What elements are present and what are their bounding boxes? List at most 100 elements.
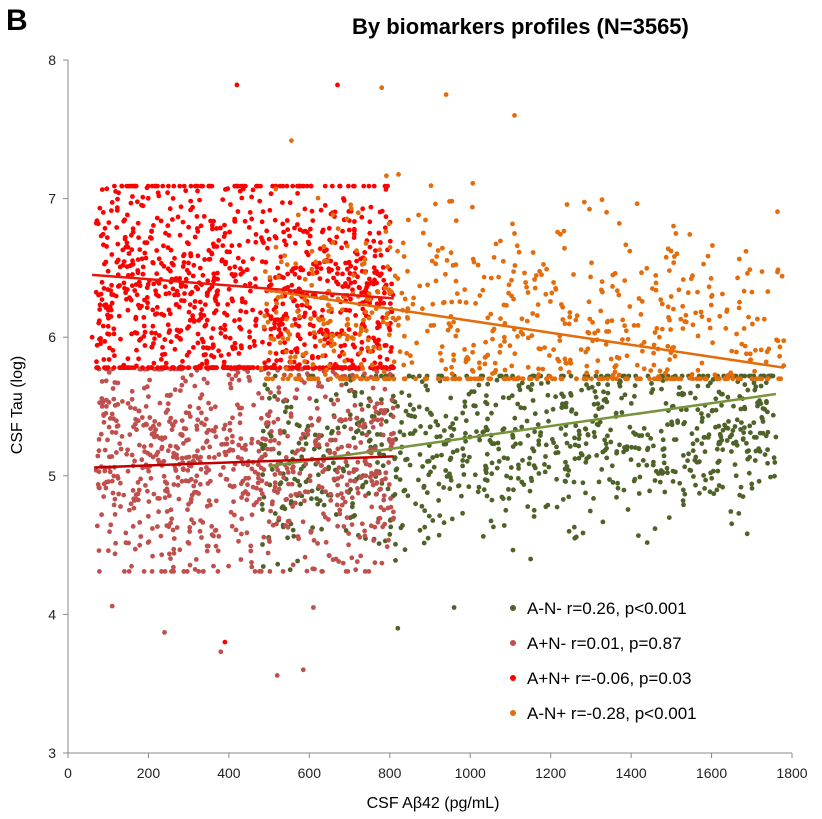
data-point — [180, 219, 186, 225]
data-point — [749, 376, 755, 382]
data-point — [138, 534, 144, 539]
data-point — [686, 451, 691, 457]
data-point — [425, 328, 430, 334]
data-point — [564, 440, 570, 446]
data-point — [132, 546, 138, 552]
data-point — [304, 301, 310, 307]
data-point — [312, 334, 318, 340]
data-point — [343, 417, 348, 423]
data-point — [553, 287, 559, 292]
data-point — [531, 514, 537, 519]
legend-marker — [510, 640, 516, 646]
data-point — [101, 494, 107, 499]
data-point — [232, 340, 238, 346]
data-point — [475, 411, 480, 416]
data-point — [312, 376, 318, 382]
data-point — [290, 469, 296, 475]
data-point — [238, 308, 244, 314]
data-point — [539, 272, 544, 278]
data-point — [108, 314, 114, 319]
data-point — [95, 482, 101, 487]
data-point — [325, 278, 330, 284]
data-point — [644, 540, 650, 545]
data-point — [297, 471, 303, 476]
data-point — [186, 309, 192, 315]
data-point — [288, 355, 293, 360]
data-point — [573, 423, 579, 429]
data-point — [247, 344, 253, 350]
data-point — [314, 398, 319, 404]
data-point — [774, 337, 779, 343]
data-point — [309, 266, 315, 272]
data-point — [197, 197, 203, 203]
data-point — [358, 553, 364, 559]
data-point — [727, 434, 733, 440]
data-point — [299, 302, 305, 308]
data-point — [140, 203, 146, 209]
data-point — [161, 312, 167, 318]
data-point — [194, 423, 200, 429]
data-point — [155, 524, 160, 529]
data-point — [114, 450, 119, 455]
data-point — [623, 328, 629, 334]
data-point — [266, 357, 271, 363]
data-point — [165, 489, 170, 494]
data-point — [506, 496, 512, 501]
data-point — [317, 276, 323, 282]
data-point — [345, 443, 351, 449]
data-point — [126, 251, 132, 256]
data-point — [284, 262, 290, 267]
data-point — [109, 603, 115, 609]
data-point — [145, 488, 150, 494]
data-point — [187, 302, 193, 307]
data-point — [247, 210, 253, 215]
data-point — [542, 462, 547, 467]
data-point — [239, 299, 245, 305]
x-tick-label: 0 — [64, 765, 72, 781]
data-point — [132, 330, 138, 335]
data-point — [333, 392, 339, 397]
data-point — [211, 343, 216, 349]
data-point — [379, 373, 384, 379]
data-point — [230, 344, 235, 350]
data-point — [339, 491, 344, 496]
y-axis-title: CSF Tau (log) — [9, 356, 26, 454]
data-point — [319, 526, 324, 532]
data-point — [232, 512, 237, 518]
data-point — [554, 476, 559, 482]
data-point — [335, 226, 341, 232]
data-point — [560, 401, 565, 407]
data-point — [764, 400, 769, 406]
data-point — [506, 395, 512, 401]
data-point — [272, 511, 278, 516]
data-point — [498, 343, 503, 349]
data-point — [508, 465, 514, 470]
data-point — [129, 247, 135, 253]
data-point — [363, 309, 369, 315]
data-point — [576, 428, 582, 434]
data-point — [314, 496, 320, 501]
data-point — [597, 419, 603, 425]
data-point — [148, 475, 154, 481]
data-point — [374, 432, 380, 437]
data-point — [379, 560, 385, 566]
data-point — [278, 254, 284, 260]
data-point — [199, 410, 204, 416]
data-point — [152, 336, 157, 342]
data-point — [451, 352, 456, 358]
data-point — [288, 493, 294, 499]
data-point — [289, 481, 295, 487]
data-point — [271, 365, 276, 371]
data-point — [203, 302, 208, 307]
data-point — [656, 471, 661, 476]
data-point — [284, 466, 290, 471]
data-point — [380, 432, 386, 438]
data-point — [270, 183, 275, 189]
data-point — [115, 474, 120, 479]
data-point — [342, 342, 348, 348]
data-point — [736, 511, 742, 516]
data-point — [335, 492, 340, 498]
data-point — [738, 406, 744, 412]
data-point — [364, 432, 369, 438]
data-point — [361, 424, 366, 430]
